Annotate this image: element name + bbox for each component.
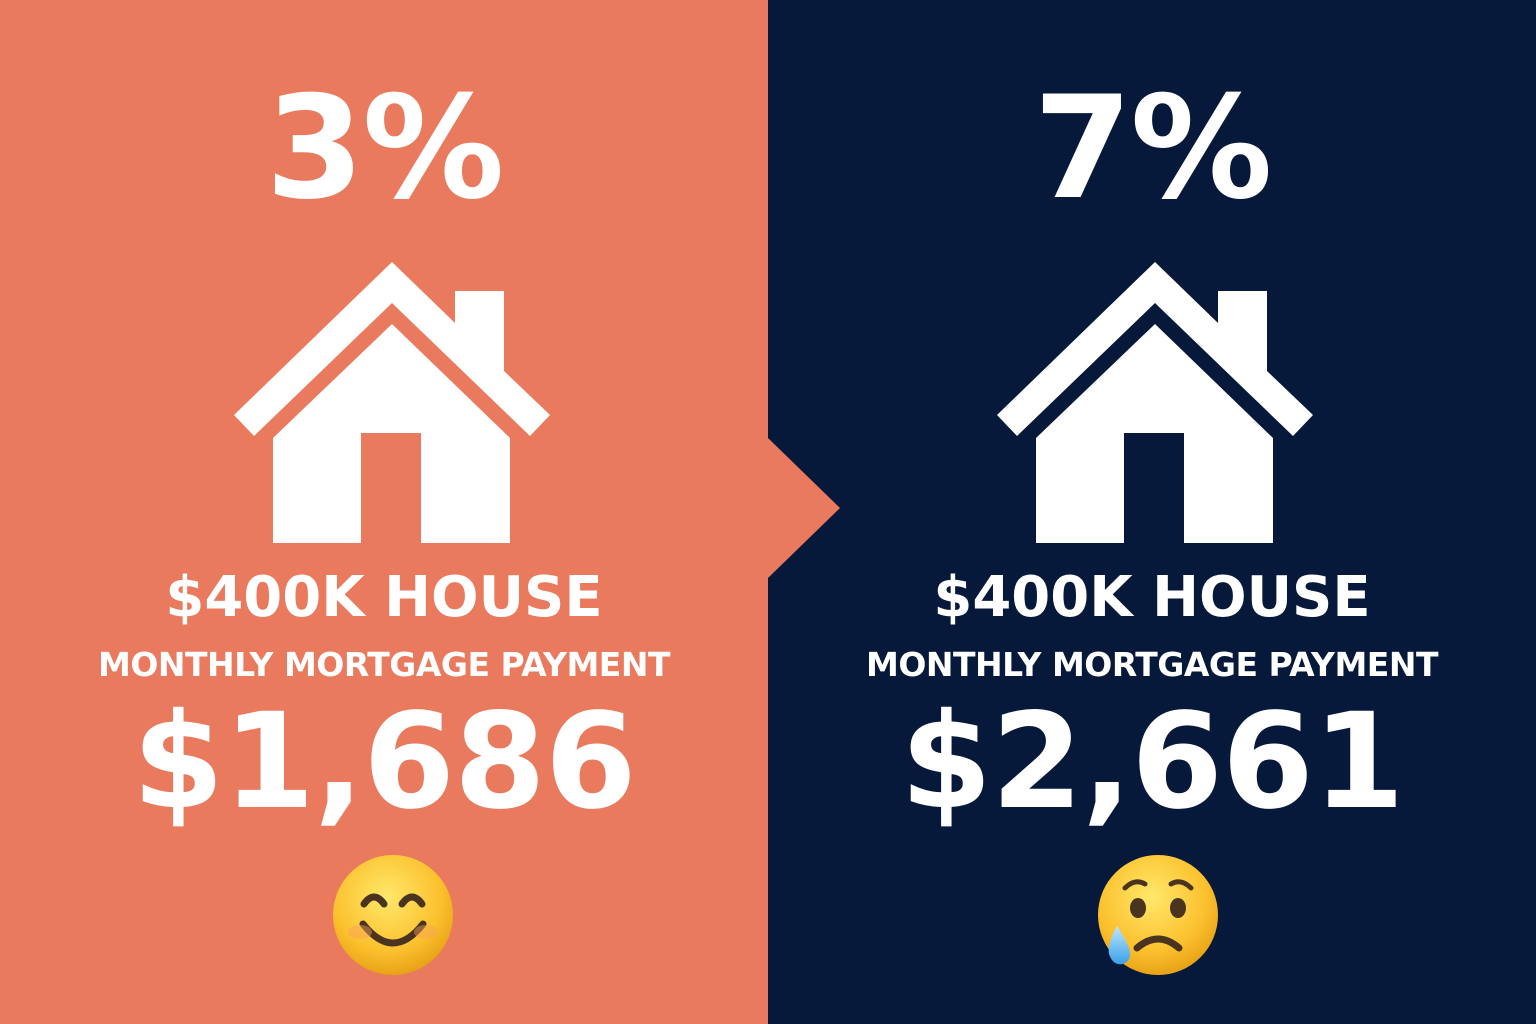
house-icon — [234, 262, 550, 543]
monthly-payment: $1,686 — [132, 685, 636, 839]
payment-caption: MONTHLY MORTGAGE PAYMENT — [866, 645, 1438, 684]
interest-rate: 3% — [265, 66, 504, 231]
panel-3-percent: 3% $400K HOUSE MONTHLY MORTGAGE PAYMENT … — [98, 66, 670, 975]
house-price: $400K HOUSE — [933, 565, 1371, 630]
left-background-with-arrow — [0, 0, 840, 1024]
smiling-face-emoji — [333, 855, 453, 975]
house-icon — [997, 262, 1313, 543]
interest-rate: 7% — [1033, 66, 1272, 231]
sad-relieved-face-emoji — [1098, 855, 1218, 975]
payment-caption: MONTHLY MORTGAGE PAYMENT — [98, 645, 670, 684]
house-price: $400K HOUSE — [165, 565, 603, 630]
monthly-payment: $2,661 — [900, 685, 1404, 839]
panel-7-percent: 7% $400K HOUSE MONTHLY MORTGAGE PAYMENT … — [768, 0, 1536, 1024]
